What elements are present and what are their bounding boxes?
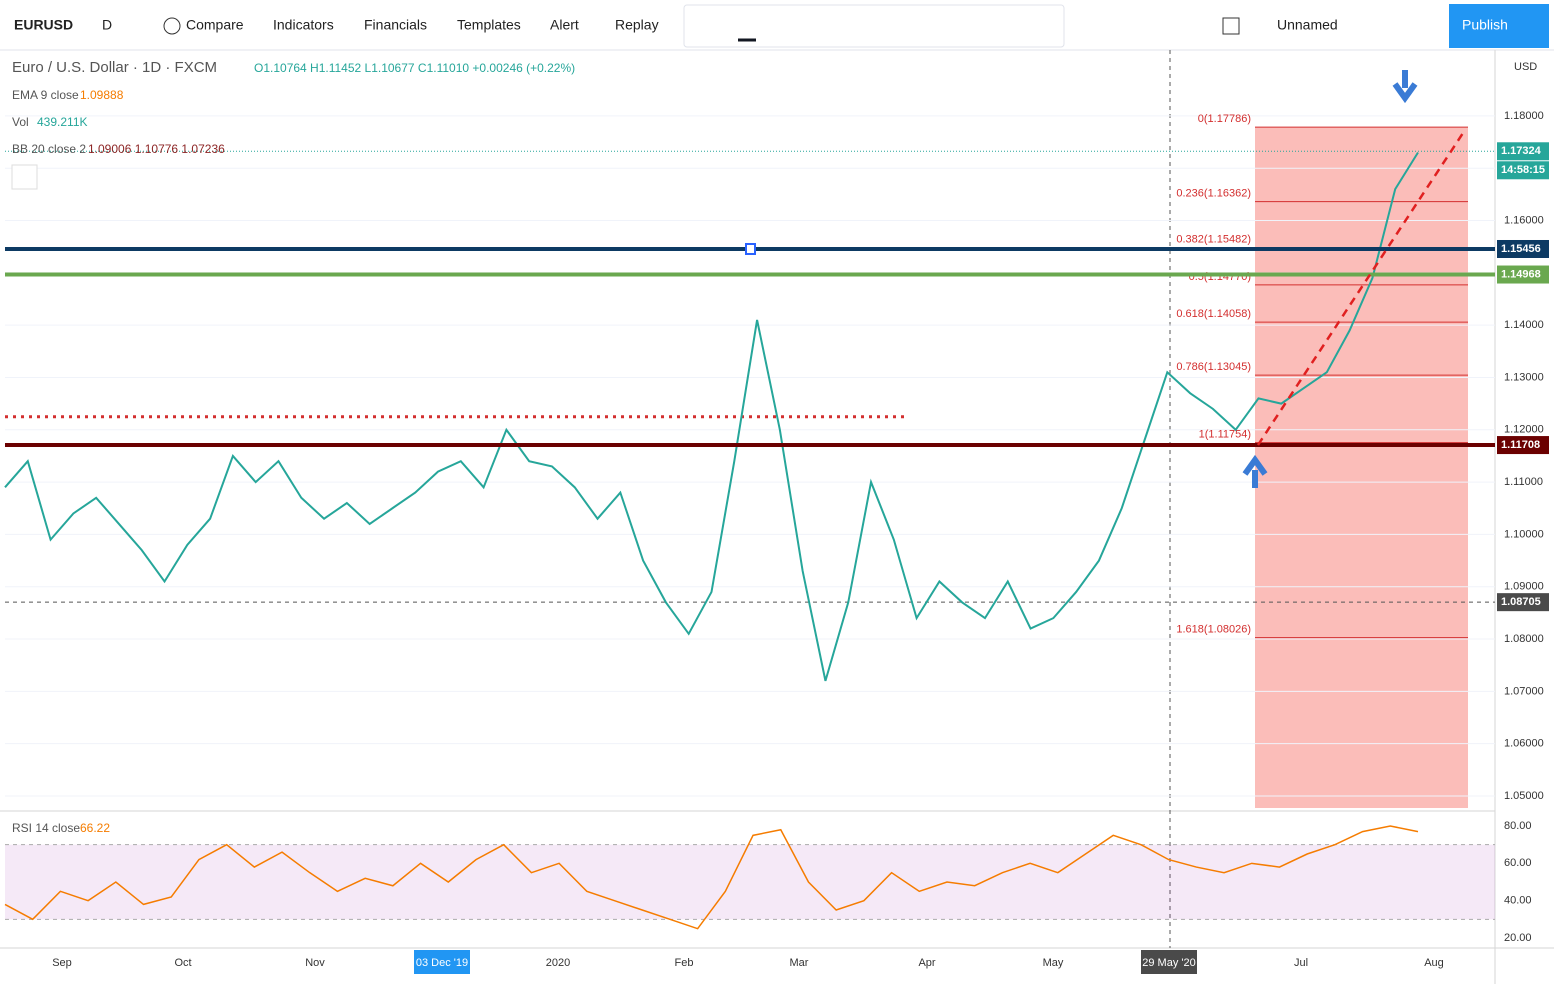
time-badge bbox=[1141, 950, 1197, 974]
price-tick-label: 1.09000 bbox=[1504, 581, 1544, 593]
symbol[interactable]: EURUSD bbox=[14, 17, 73, 33]
vol-value: 439.211K bbox=[37, 115, 88, 129]
time-label: May bbox=[1043, 957, 1064, 969]
crosshair-label: 1.08705 bbox=[1501, 596, 1541, 608]
drawing-toolbar bbox=[683, 4, 1065, 48]
time-label: 2020 bbox=[546, 957, 570, 969]
price-tick-label: 1.18000 bbox=[1504, 110, 1544, 122]
layout-name[interactable]: Unnamed bbox=[1277, 17, 1338, 33]
fib-label: 0.618(1.14058) bbox=[1176, 308, 1251, 320]
time-label: Apr bbox=[918, 957, 935, 969]
crosshair-badge bbox=[1497, 593, 1549, 612]
time-label: Nov bbox=[305, 957, 325, 969]
templates[interactable]: Templates bbox=[457, 17, 521, 33]
price-tick-label: 1.12000 bbox=[1504, 424, 1544, 436]
price-tick-label: 1.07000 bbox=[1504, 685, 1544, 697]
level-handle bbox=[745, 242, 756, 255]
fib-label: 0.786(1.13045) bbox=[1176, 361, 1251, 373]
last-price-badge bbox=[1497, 142, 1549, 161]
last-price-label: 1.17324 bbox=[1501, 145, 1542, 157]
fib-label: 0.382(1.15482) bbox=[1176, 234, 1251, 246]
time-label: 03 Dec '19 bbox=[416, 957, 468, 969]
toolbar: EURUSD D Compare Indicators Financials T… bbox=[0, 4, 1554, 51]
time-label: Feb bbox=[675, 957, 694, 969]
level-badge bbox=[1497, 265, 1549, 284]
legend: Euro / U.S. Dollar · 1D · FXCM O1.10764 … bbox=[11, 59, 1537, 835]
alert[interactable]: Alert bbox=[550, 17, 579, 33]
compare[interactable]: Compare bbox=[186, 17, 244, 33]
rsi-tick-label: 80.00 bbox=[1504, 820, 1532, 832]
compare-icon bbox=[163, 17, 181, 35]
legend-title: Euro / U.S. Dollar · 1D · FXCM bbox=[12, 59, 217, 76]
publish[interactable]: Publish bbox=[1462, 17, 1508, 33]
level-badge bbox=[1497, 436, 1549, 455]
level-label: 1.15456 bbox=[1501, 243, 1541, 255]
rsi-tick-label: 60.00 bbox=[1504, 857, 1532, 869]
price-line bbox=[4, 152, 1419, 682]
time-label: 29 May '20 bbox=[1142, 957, 1195, 969]
time-label: Sep bbox=[52, 957, 72, 969]
fib-label: 1.618(1.08026) bbox=[1176, 624, 1251, 636]
level-label: 1.11708 bbox=[1501, 439, 1540, 451]
price-tick-label: 1.06000 bbox=[1504, 738, 1544, 750]
time-label: Mar bbox=[790, 957, 809, 969]
price-tick-label: 1.08000 bbox=[1504, 633, 1544, 645]
level-label: 1.14968 bbox=[1501, 268, 1541, 280]
publish-button[interactable] bbox=[1449, 4, 1549, 48]
time-badge bbox=[414, 950, 470, 974]
rsi-band bbox=[5, 844, 1495, 920]
checkbox[interactable] bbox=[1222, 17, 1240, 35]
ema-name: EMA 9 close bbox=[12, 88, 79, 102]
collapse-button[interactable] bbox=[11, 164, 38, 190]
currency: USD bbox=[1514, 61, 1537, 73]
ema-value: 1.09888 bbox=[80, 88, 124, 102]
rsi-line bbox=[4, 825, 1419, 930]
trend-line bbox=[1256, 129, 1467, 446]
price-tick-label: 1.10000 bbox=[1504, 528, 1544, 540]
countdown-badge bbox=[1497, 161, 1549, 180]
fib-label: 1(1.11754) bbox=[1199, 429, 1251, 441]
time-label: Aug bbox=[1424, 957, 1444, 969]
bb-values: 1.09006 1.10776 1.07236 bbox=[88, 142, 225, 156]
time-label: Oct bbox=[174, 957, 191, 969]
replay[interactable]: Replay bbox=[615, 17, 659, 33]
fib-zone bbox=[1255, 127, 1468, 809]
fib-label: 0(1.17786) bbox=[1198, 113, 1251, 125]
vol-name: Vol bbox=[12, 115, 29, 129]
legend-ohlc: O1.10764 H1.11452 L1.10677 C1.11010 +0.0… bbox=[254, 61, 575, 75]
rsi-value: 66.22 bbox=[80, 821, 110, 835]
price-tick-label: 1.14000 bbox=[1504, 319, 1544, 331]
price-tick-label: 1.05000 bbox=[1504, 790, 1544, 802]
rsi-tick-label: 40.00 bbox=[1504, 895, 1532, 907]
interval[interactable]: D bbox=[102, 17, 112, 33]
bb-name: BB 20 close 2 bbox=[12, 142, 86, 156]
time-label: Jul bbox=[1294, 957, 1308, 969]
rsi-name: RSI 14 close bbox=[12, 821, 80, 835]
price-tick-label: 1.11000 bbox=[1504, 476, 1543, 488]
rsi-tick-label: 20.00 bbox=[1504, 932, 1532, 944]
price-tick-label: 1.16000 bbox=[1504, 214, 1544, 226]
up-arrow bbox=[1242, 454, 1268, 488]
price-tick-label: 1.13000 bbox=[1504, 371, 1544, 383]
level-badge bbox=[1497, 239, 1549, 258]
fib-label: 0.236(1.16362) bbox=[1176, 188, 1251, 200]
down-arrow bbox=[1392, 70, 1418, 104]
indicators[interactable]: Indicators bbox=[273, 17, 334, 33]
financials[interactable]: Financials bbox=[364, 17, 427, 33]
countdown: 14:58:15 bbox=[1501, 164, 1545, 176]
